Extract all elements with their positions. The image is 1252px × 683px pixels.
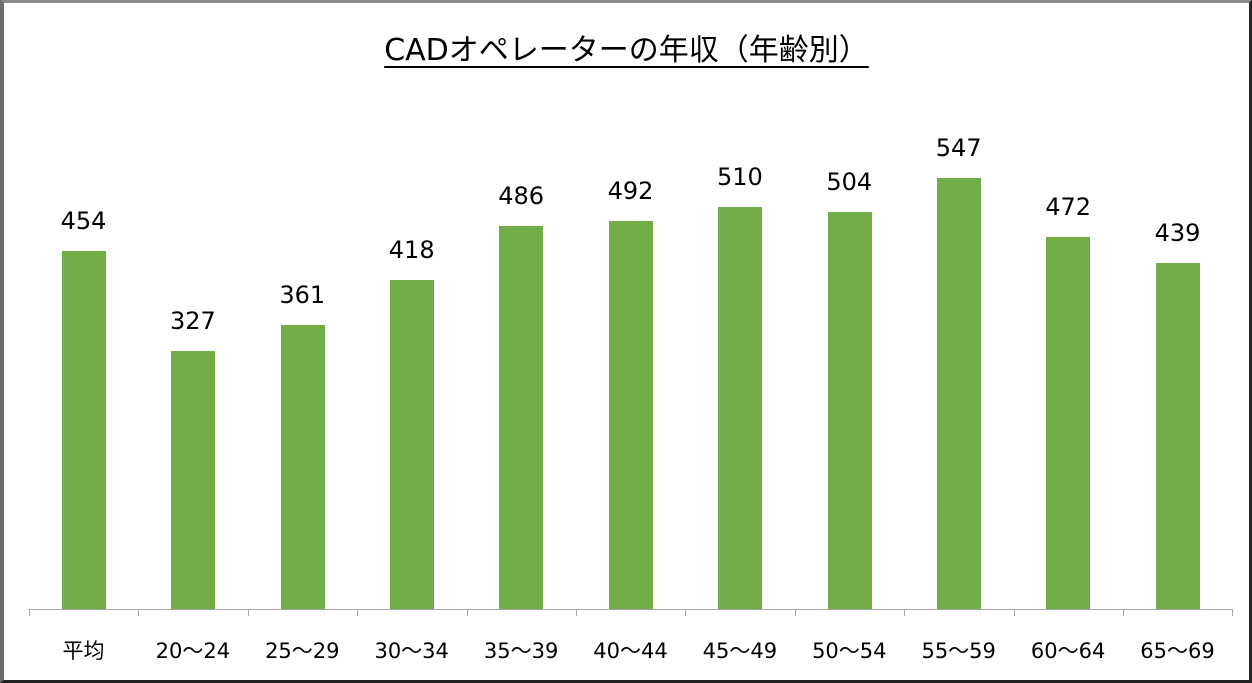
category-label: 50〜54 [812, 639, 887, 663]
category-label: 20〜24 [155, 639, 231, 663]
x-axis-tick [466, 609, 468, 616]
bar-5 [608, 221, 653, 609]
x-axis-tick [1232, 609, 1234, 616]
chart-title: CADオペレーターの年収（年齢別） [4, 25, 1249, 69]
x-axis-line [29, 609, 1233, 610]
category-label: 平均 [62, 639, 105, 663]
x-axis-tick [357, 609, 359, 616]
category-label: 45〜49 [702, 639, 778, 663]
x-axis-tick [576, 609, 577, 616]
category-label: 40〜44 [593, 639, 668, 663]
category-label: 65〜69 [1140, 639, 1215, 663]
x-axis-tick [1013, 609, 1015, 616]
data-label: 454 [60, 207, 107, 236]
x-axis-tick [904, 609, 906, 616]
category-label: 60〜64 [1030, 639, 1106, 663]
data-label: 510 [716, 163, 763, 192]
x-axis-tick [247, 609, 249, 616]
x-axis-tick [1123, 609, 1124, 616]
x-axis-tick [685, 609, 687, 616]
bar-4 [499, 226, 544, 609]
data-label: 472 [1045, 193, 1091, 222]
bar-6 [718, 207, 763, 609]
data-label: 361 [279, 280, 326, 309]
data-label: 486 [498, 182, 544, 211]
x-axis-tick [29, 609, 30, 616]
x-axis-tick [138, 609, 140, 616]
chart-title-text: CADオペレーターの年収（年齢別） [384, 33, 869, 68]
category-label: 25〜29 [265, 639, 340, 663]
data-label: 492 [607, 177, 654, 206]
data-label: 327 [169, 307, 216, 336]
bar-2 [280, 324, 325, 609]
category-label: 30〜34 [374, 639, 449, 663]
data-label: 439 [1154, 219, 1201, 248]
bar-7 [827, 211, 872, 609]
bar-3 [389, 279, 434, 609]
bar-10 [1155, 263, 1200, 609]
category-label: 55〜59 [921, 639, 996, 663]
bar-0 [61, 251, 106, 609]
data-label: 504 [826, 167, 873, 196]
bar-9 [1046, 237, 1091, 609]
data-label: 547 [935, 134, 982, 162]
x-axis-tick [794, 609, 796, 616]
bar-1 [171, 351, 216, 609]
bar-8 [936, 178, 981, 609]
data-label: 418 [388, 235, 435, 264]
category-label: 35〜39 [483, 639, 559, 663]
